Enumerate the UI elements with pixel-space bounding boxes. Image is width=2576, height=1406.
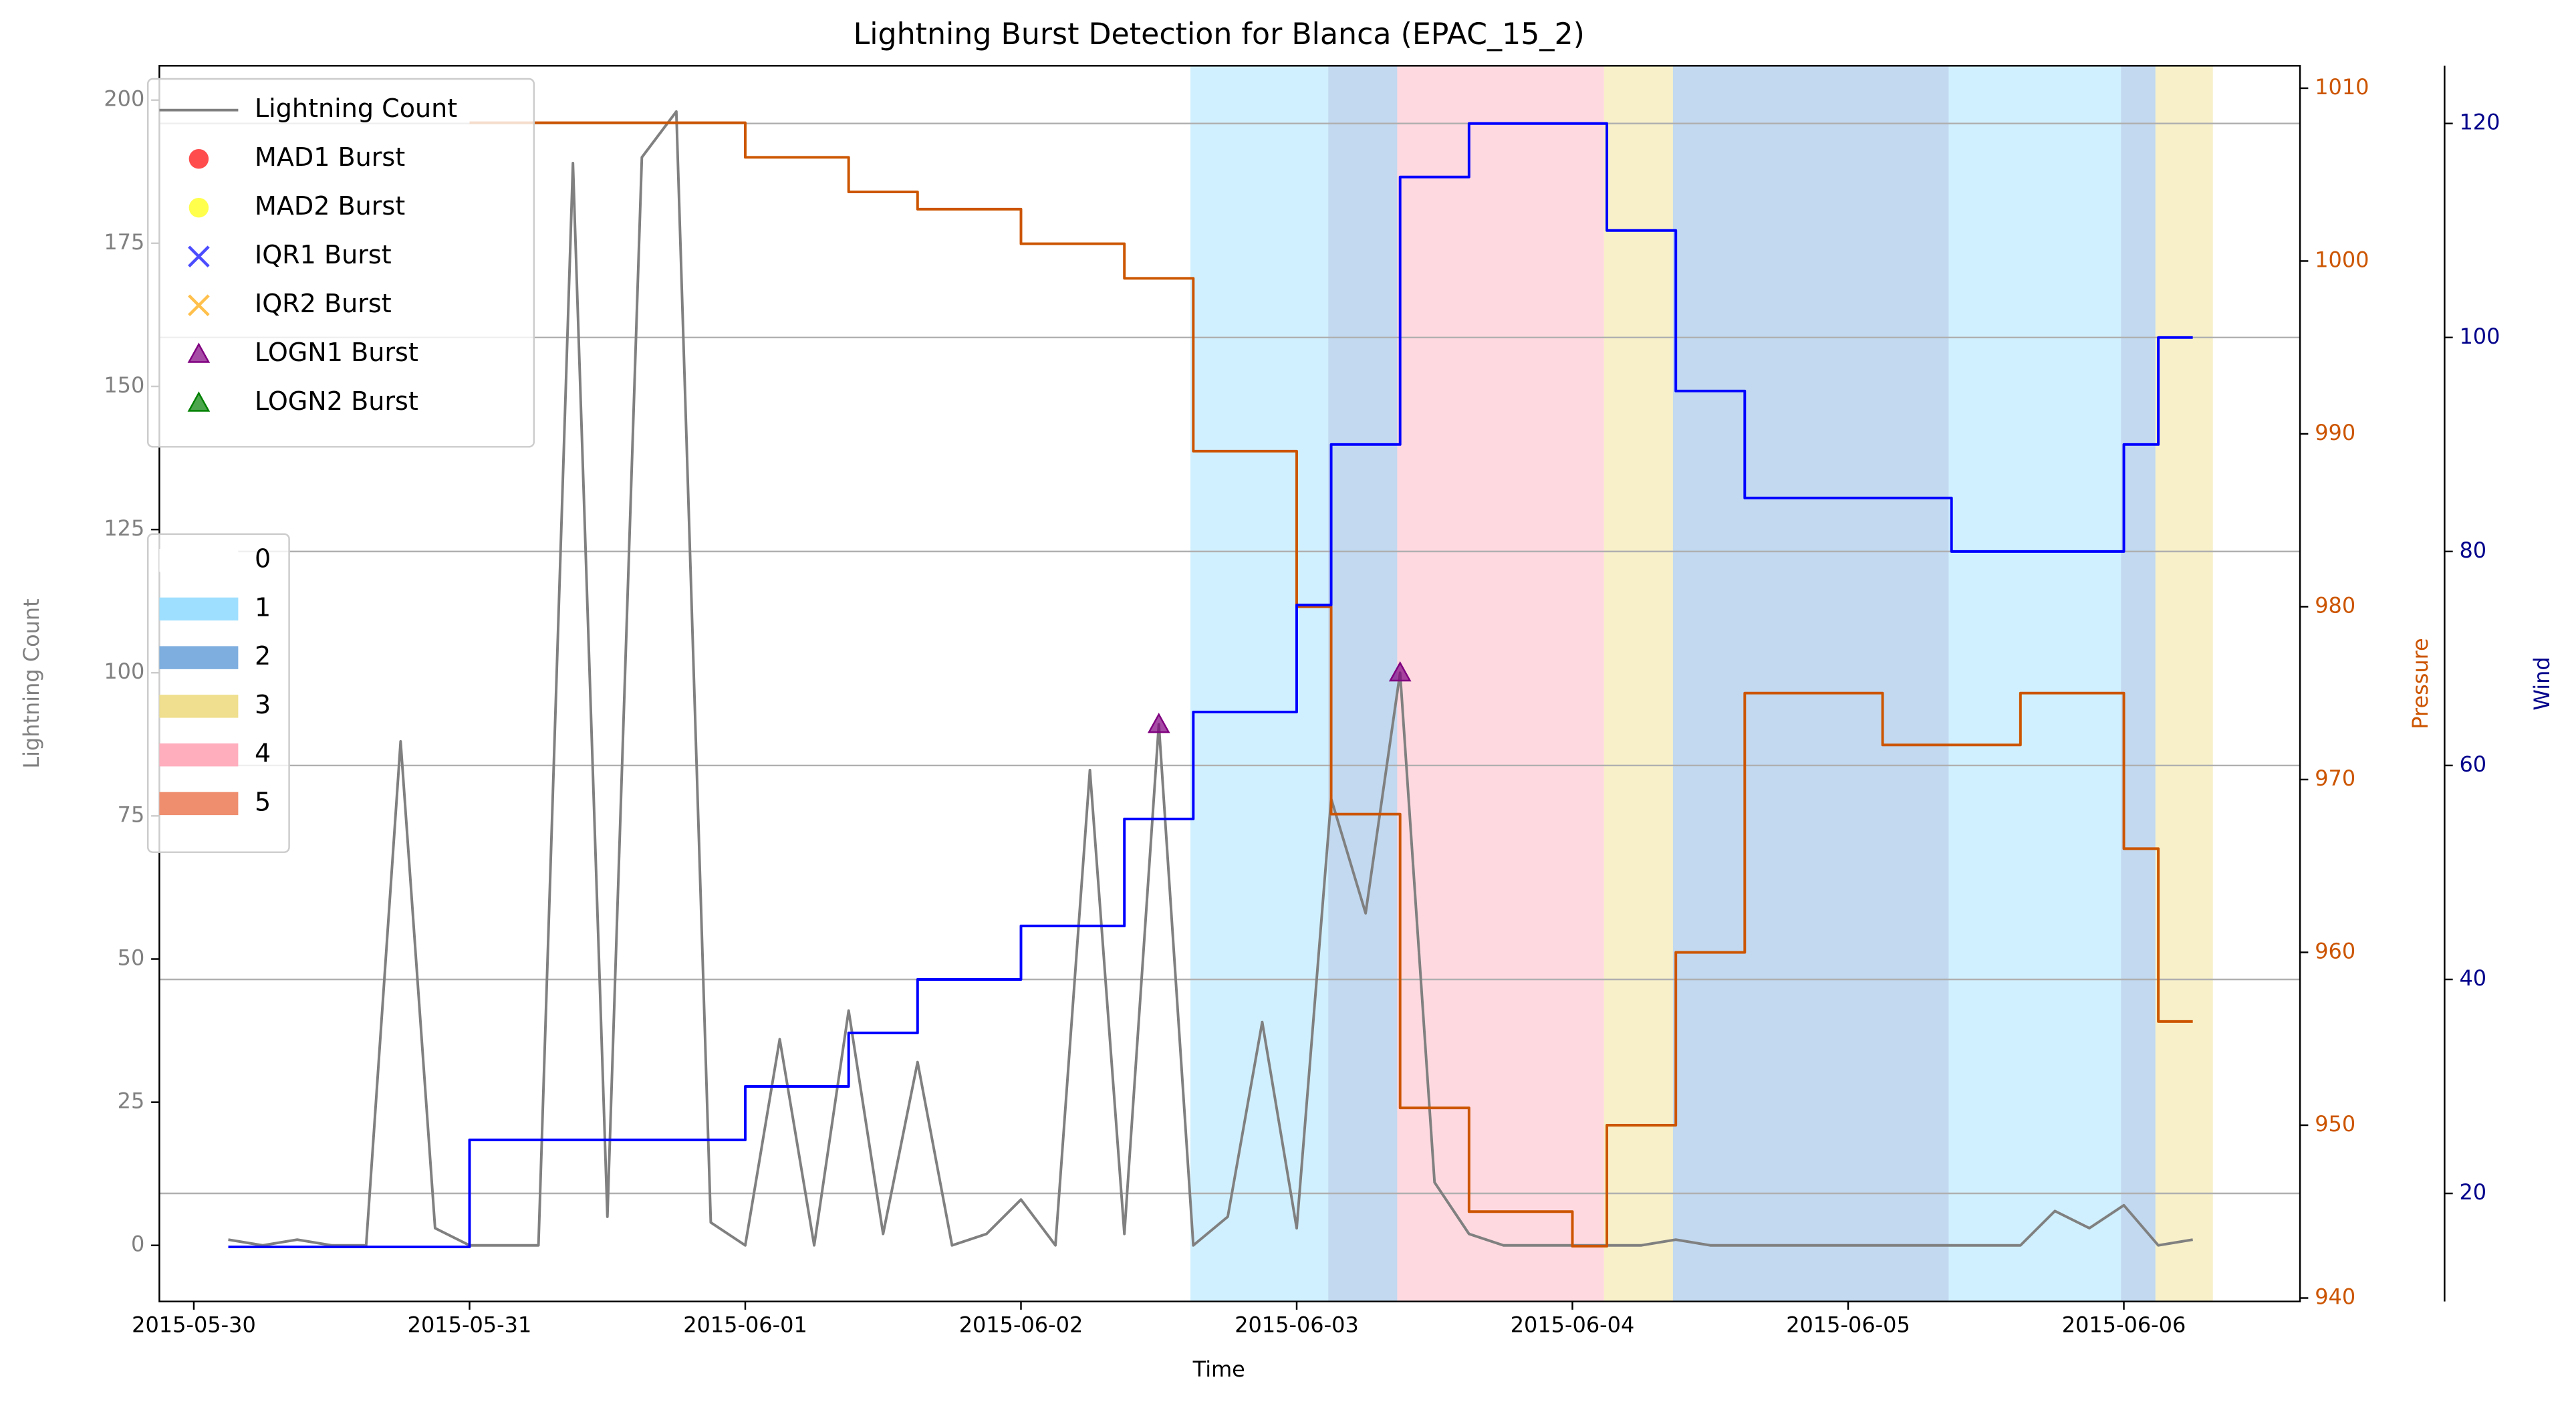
y3-tick-label: 100 [2459, 324, 2500, 349]
x-tick-label: 2015-06-01 [683, 1312, 807, 1338]
y-tick-label: 175 [104, 229, 144, 255]
y3-tick-label: 80 [2459, 538, 2486, 563]
x-tick-label: 2015-06-04 [1511, 1312, 1635, 1338]
x-tick-label: 2015-06-03 [1235, 1312, 1359, 1338]
y2-tick-label: 940 [2315, 1284, 2355, 1310]
legend-patch [159, 792, 239, 816]
y3-tick-label: 40 [2459, 965, 2486, 991]
legend-marker [187, 391, 211, 412]
legend-label: 5 [255, 787, 271, 816]
y3-tick-label: 20 [2459, 1179, 2486, 1205]
x-tick-label: 2015-06-06 [2062, 1312, 2186, 1338]
y-tick-label: 75 [118, 802, 145, 827]
legend-label: LOGN2 Burst [255, 386, 418, 416]
y-tick-label: 100 [104, 659, 144, 684]
legend-label: IQR2 Burst [255, 289, 392, 318]
y3-tick-label: 60 [2459, 751, 2486, 777]
y-tick-label: 25 [118, 1088, 145, 1114]
legend-marker [188, 294, 210, 316]
regime-span [1190, 66, 1329, 1302]
y2-tick-label: 960 [2315, 938, 2355, 963]
chart-title: Lightning Burst Detection for Blanca (EP… [854, 17, 1585, 51]
legend-patch [159, 695, 239, 718]
legend-label: MAD2 Burst [255, 191, 405, 221]
y-tick-label: 125 [104, 515, 144, 541]
legend-label: MAD1 Burst [255, 142, 405, 172]
legend-label: 1 [255, 592, 271, 622]
x-axis-label: Time [1192, 1357, 1245, 1382]
y2-tick-label: 1010 [2315, 74, 2369, 100]
legend-label: Lightning Count [255, 94, 457, 123]
legend-label: 3 [255, 690, 271, 719]
legend-marker [188, 245, 210, 267]
regime-span [1948, 66, 2121, 1302]
regime-span [1603, 66, 1673, 1302]
legend-patch [159, 743, 239, 767]
y2-tick-label: 1000 [2315, 247, 2369, 272]
y3-axis-label: Wind [2529, 657, 2555, 710]
legend-label: 4 [255, 739, 271, 768]
legend-patch [159, 548, 239, 572]
legend-box [146, 78, 535, 448]
burst-marker [1388, 661, 1412, 682]
legend-marker [188, 148, 209, 169]
legend-label: IQR1 Burst [255, 240, 392, 269]
legend-label: 2 [255, 641, 271, 671]
y2-tick-label: 970 [2315, 766, 2355, 791]
x-tick-label: 2015-05-31 [408, 1312, 532, 1338]
y-axis-label: Lightning Count [19, 598, 44, 768]
y3-tick-label: 120 [2459, 110, 2500, 135]
y2-tick-label: 950 [2315, 1111, 2355, 1137]
y-tick-label: 200 [104, 86, 144, 112]
burst-marker [1147, 713, 1170, 733]
y2-tick-label: 980 [2315, 592, 2355, 618]
series-line [228, 122, 2193, 1249]
legend-patch [159, 597, 239, 621]
legend-marker [188, 197, 209, 218]
regime-span [2155, 66, 2213, 1302]
regime-span [1397, 66, 1604, 1302]
x-tick-label: 2015-06-05 [1786, 1312, 1910, 1338]
legend-patch [159, 646, 239, 669]
legend-marker [187, 342, 211, 363]
series-line [228, 110, 2193, 1247]
regime-span [2121, 66, 2156, 1302]
regime-span [1672, 66, 1949, 1302]
y-tick-label: 150 [104, 372, 144, 398]
regime-span [1328, 66, 1398, 1302]
x-tick-label: 2015-06-02 [959, 1312, 1083, 1338]
x-tick-label: 2015-05-30 [132, 1312, 256, 1338]
y2-axis-label: Pressure [2408, 638, 2433, 729]
legend-label: LOGN1 Burst [255, 338, 418, 367]
series-line [469, 121, 2193, 1248]
y2-tick-label: 990 [2315, 420, 2355, 445]
legend-label: 0 [255, 544, 271, 574]
y-tick-label: 0 [131, 1232, 144, 1257]
y-tick-label: 50 [118, 945, 145, 970]
